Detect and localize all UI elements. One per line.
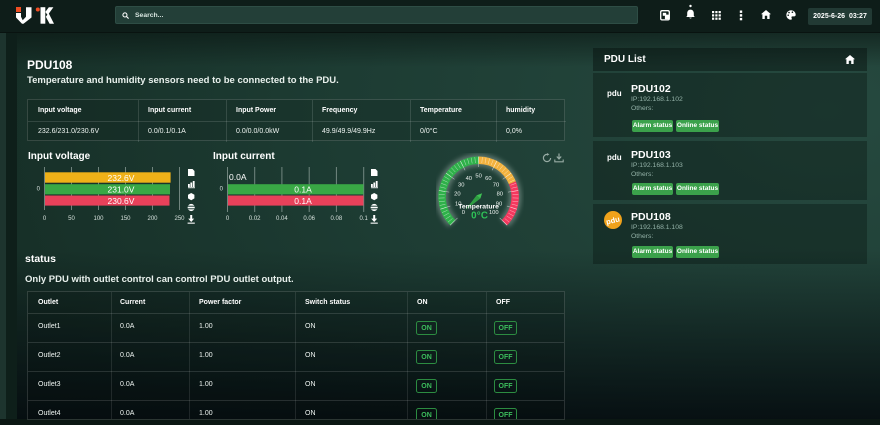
svg-text:0: 0 xyxy=(37,187,41,193)
svg-text:0.0A: 0.0A xyxy=(229,172,247,182)
svg-text:10: 10 xyxy=(455,202,461,208)
svg-text:231.0V: 231.0V xyxy=(108,185,135,195)
svg-text:20: 20 xyxy=(454,192,460,198)
svg-text:50: 50 xyxy=(68,216,75,222)
svg-text:200: 200 xyxy=(147,216,158,222)
svg-text:30: 30 xyxy=(458,182,464,188)
svg-text:150: 150 xyxy=(120,216,131,222)
svg-text:40: 40 xyxy=(466,176,472,182)
svg-text:0.04: 0.04 xyxy=(276,216,288,222)
svg-text:50: 50 xyxy=(475,174,481,180)
svg-text:60: 60 xyxy=(485,176,491,182)
svg-text:0: 0 xyxy=(43,216,47,222)
svg-text:90: 90 xyxy=(496,202,502,208)
svg-text:0.06: 0.06 xyxy=(303,216,315,222)
svg-text:0.1A: 0.1A xyxy=(294,185,312,195)
svg-text:0.08: 0.08 xyxy=(331,216,343,222)
svg-text:0: 0 xyxy=(220,187,224,193)
svg-text:100: 100 xyxy=(93,216,104,222)
svg-text:100: 100 xyxy=(489,210,499,216)
svg-text:250: 250 xyxy=(174,216,185,222)
svg-text:0.02: 0.02 xyxy=(249,216,261,222)
svg-text:Temperature: Temperature xyxy=(458,204,499,211)
svg-text:0: 0 xyxy=(226,216,230,222)
svg-text:80: 80 xyxy=(497,192,503,198)
svg-text:0.1: 0.1 xyxy=(360,216,369,222)
svg-text:70: 70 xyxy=(493,182,499,188)
svg-text:230.6V: 230.6V xyxy=(108,196,135,206)
svg-text:0.1A: 0.1A xyxy=(294,196,312,206)
svg-text:0°C: 0°C xyxy=(471,211,488,222)
svg-text:232.6V: 232.6V xyxy=(108,173,135,183)
svg-text:0: 0 xyxy=(462,210,465,216)
